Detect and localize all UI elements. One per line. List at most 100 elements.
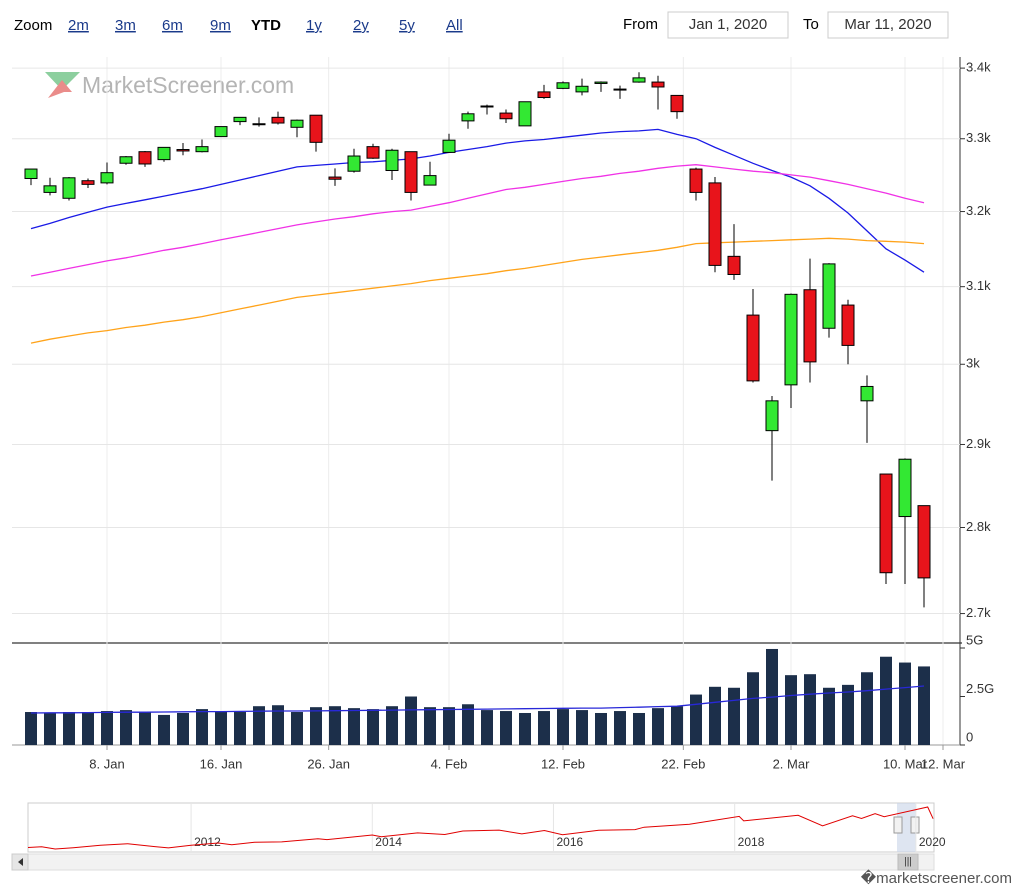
candle-body — [708, 182, 722, 266]
zoom-button[interactable]: 2m — [68, 17, 89, 34]
volume-bar — [196, 709, 208, 745]
candle-body — [366, 146, 380, 159]
scrollbar-thumb[interactable] — [897, 853, 919, 871]
candle-body — [119, 156, 133, 164]
navigator-selection — [897, 803, 916, 852]
zoom-button[interactable]: 2y — [353, 17, 369, 34]
volume-bar — [899, 662, 911, 745]
moving-average-line — [30, 164, 925, 277]
volume-bar — [25, 712, 37, 745]
zoom-button[interactable]: 6m — [162, 17, 183, 34]
y-tick-label: 3.2k — [966, 203, 991, 218]
candle-body — [803, 289, 817, 363]
volume-bar — [367, 709, 379, 745]
candle-body — [632, 77, 646, 83]
candle-body — [594, 81, 608, 84]
scrollbar-arrow — [18, 858, 23, 866]
zoom-button[interactable]: 3m — [115, 17, 136, 34]
volume-bar — [842, 684, 854, 745]
candle-body — [195, 146, 209, 153]
scrollbar-grip: ||| — [904, 857, 912, 868]
candle-body — [898, 458, 912, 518]
candle-body — [157, 146, 171, 161]
volume-bar — [500, 711, 512, 745]
candle-body — [784, 293, 798, 386]
zoom-button[interactable]: 1y — [306, 17, 322, 34]
logo-text: MarketScreener.com — [82, 72, 294, 98]
credit: �marketscreener.com — [861, 869, 1012, 887]
candle-body — [518, 101, 532, 127]
volume-bar — [82, 712, 94, 745]
y-tick-label: 3.1k — [966, 278, 991, 293]
candle-body — [556, 82, 570, 89]
candle-body — [176, 149, 190, 152]
volume-bar — [158, 714, 170, 745]
candle-body — [480, 105, 494, 108]
candle-body — [765, 400, 779, 432]
from-value[interactable]: Jan 1, 2020 — [689, 16, 767, 33]
candle-body — [423, 175, 437, 186]
navigator-tick-label: 2012 — [194, 835, 221, 849]
volume-bar — [519, 712, 531, 745]
candle-body — [214, 126, 228, 138]
y-tick-label: 3.4k — [966, 60, 991, 75]
volume-bar — [823, 687, 835, 745]
candle-body — [24, 168, 38, 180]
volume-bar — [424, 707, 436, 745]
from-label: From — [623, 16, 658, 33]
volume-bar — [443, 707, 455, 745]
volume-bar — [595, 712, 607, 745]
candle-body — [746, 314, 760, 382]
x-tick-label: 10. Mar — [883, 756, 928, 771]
navigator-tick-label: 2016 — [556, 835, 583, 849]
candle-body — [271, 116, 285, 124]
y-tick-label: 3.3k — [966, 130, 991, 145]
candle-body — [822, 263, 836, 329]
x-tick-label: 12. Feb — [541, 756, 585, 771]
x-tick-label: 16. Jan — [200, 756, 243, 771]
volume-bar — [576, 710, 588, 745]
zoom-button[interactable]: YTD — [251, 17, 281, 34]
to-input[interactable] — [827, 11, 949, 39]
navigator-handle[interactable] — [893, 816, 903, 834]
candle-body — [499, 112, 513, 120]
candle-body — [233, 116, 247, 123]
zoom-button[interactable]: All — [446, 17, 463, 34]
from-input[interactable] — [667, 11, 789, 39]
volume-bar — [386, 706, 398, 745]
moving-average-line — [30, 128, 925, 273]
scrollbar[interactable] — [11, 853, 935, 871]
volume-bar — [405, 696, 417, 745]
volume-bar — [291, 712, 303, 745]
zoom-label: Zoom — [14, 17, 52, 34]
volume-bar — [652, 708, 664, 745]
to-label: To — [803, 16, 819, 33]
to-value[interactable]: Mar 11, 2020 — [844, 16, 931, 33]
x-tick-label: 22. Feb — [661, 756, 705, 771]
candle-body — [100, 172, 114, 184]
candle-body — [860, 385, 874, 402]
volume-bar — [481, 710, 493, 745]
volume-bar — [272, 705, 284, 745]
y-tick-label: 2.5G — [966, 681, 994, 696]
candle-body — [309, 114, 323, 143]
candle-body — [81, 180, 95, 185]
volume-bar — [671, 706, 683, 745]
navigator-tick-label: 2018 — [738, 835, 765, 849]
y-tick-label: 5G — [966, 632, 983, 647]
volume-average-line — [30, 685, 925, 714]
candle-body — [138, 151, 152, 165]
navigator-tick-label: 2014 — [375, 835, 402, 849]
candle-body — [917, 505, 931, 579]
candle-body — [442, 139, 456, 153]
volume-bar — [462, 704, 474, 745]
volume-bar — [101, 711, 113, 745]
candle-body — [290, 119, 304, 128]
volume-bar — [918, 666, 930, 745]
y-tick-label: 0 — [966, 729, 973, 744]
zoom-button[interactable]: 9m — [210, 17, 231, 34]
zoom-button[interactable]: 5y — [399, 17, 415, 34]
navigator-handle[interactable] — [910, 816, 920, 834]
volume-bar — [44, 712, 56, 745]
x-tick-label: 8. Jan — [89, 756, 124, 771]
